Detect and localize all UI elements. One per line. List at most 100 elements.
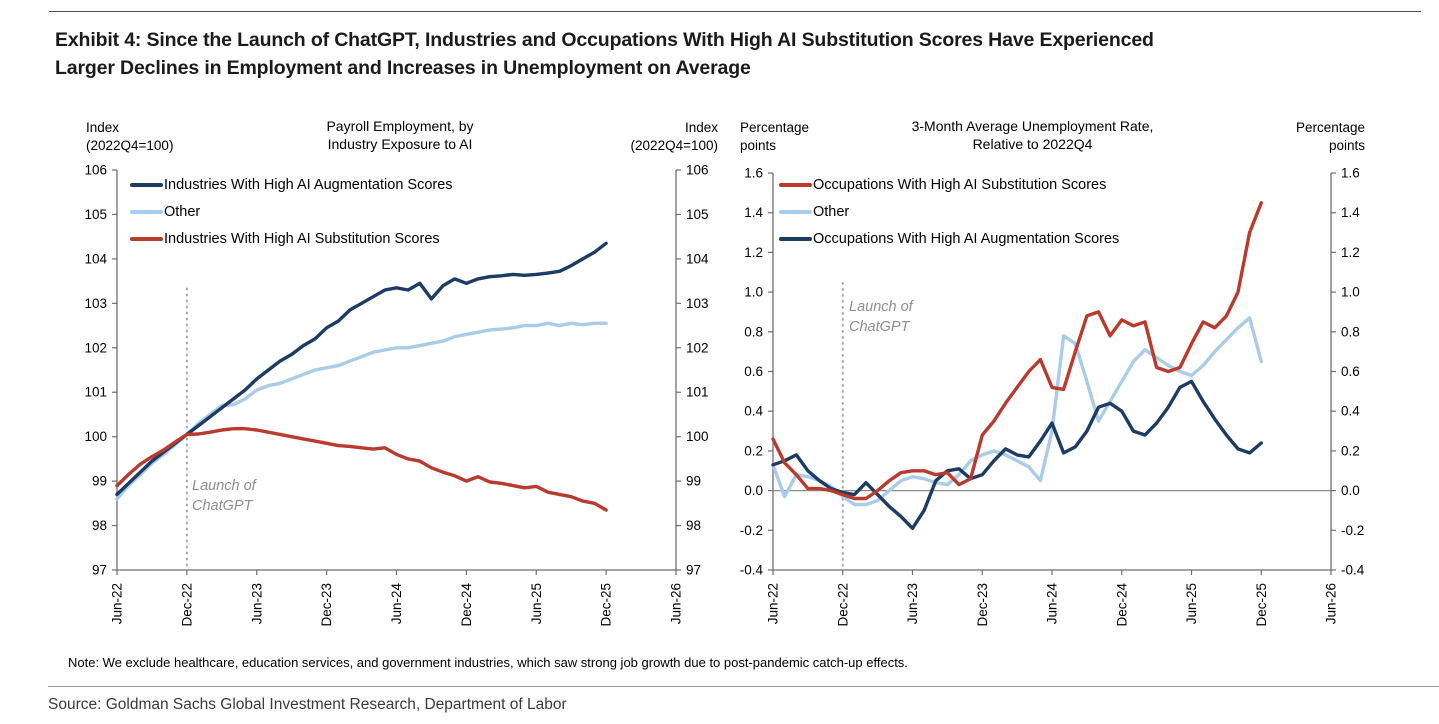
x-tick-label: Jun-22 [766, 583, 781, 624]
series-line-substitution_red [115, 427, 608, 512]
y-tick-label: 1.2 [744, 245, 763, 260]
x-tick-label: Dec-24 [1114, 583, 1129, 627]
y-tick-label: 1.4 [744, 205, 763, 220]
x-tick-label: Jun-25 [529, 583, 544, 624]
x-tick-label: Jun-23 [249, 583, 264, 624]
legend-label: Occupations With High AI Substitution Sc… [813, 177, 1107, 193]
y-tick-label: 1.2 [1341, 245, 1360, 260]
y-tick-label: 98 [92, 518, 107, 533]
x-tick-label: Jun-26 [1324, 583, 1339, 624]
y-tick-label: -0.4 [1341, 563, 1365, 578]
legend-label: Industries With High AI Augmentation Sco… [164, 177, 453, 193]
source-line: Source: Goldman Sachs Global Investment … [48, 696, 567, 713]
y-tick-label: 0.6 [744, 364, 763, 379]
y-tick-label: 0.2 [744, 443, 763, 458]
exhibit-title: Exhibit 4: Since the Launch of ChatGPT, … [55, 27, 1154, 82]
y-tick-label: 106 [686, 163, 709, 178]
y-tick-label: 0.8 [744, 324, 763, 339]
unemployment-launch-annotation: Launch of ChatGPT [849, 299, 913, 335]
navy-line-swatch-icon [779, 237, 812, 241]
y-tick-label: 101 [84, 385, 107, 400]
x-tick-label: Dec-25 [599, 583, 614, 627]
x-tick-label: Dec-24 [459, 583, 474, 627]
y-tick-label: 98 [686, 518, 701, 533]
y-tick-label: 105 [84, 207, 107, 222]
payroll-left-axis-label: Index (2022Q4=100) [86, 120, 174, 153]
y-tick-label: 97 [92, 563, 107, 578]
y-tick-label: 103 [84, 296, 107, 311]
y-tick-label: 100 [84, 429, 107, 444]
y-tick-label: 1.0 [1341, 285, 1360, 300]
legend-item-occupations-substitution: Occupations With High AI Substitution Sc… [779, 176, 1119, 194]
y-tick-label: -0.2 [740, 523, 763, 538]
unemployment-chart-title: 3-Month Average Unemployment Rate, Relat… [911, 118, 1154, 152]
y-tick-label: 99 [92, 474, 107, 489]
red-line-swatch-icon [130, 237, 163, 241]
legend-item-occupations-other: Other [779, 203, 1119, 221]
x-tick-label: Dec-25 [1254, 583, 1269, 627]
y-tick-label: 0.8 [1341, 324, 1360, 339]
x-tick-label: Jun-26 [669, 583, 684, 624]
series-line-augmentation_navy [115, 241, 608, 497]
y-tick-label: 103 [686, 296, 709, 311]
light-blue-line-swatch-icon [130, 210, 163, 214]
footer-divider [48, 686, 1439, 687]
legend-item-industries-other: Other [130, 203, 453, 221]
y-tick-label: 99 [686, 474, 701, 489]
series-line-substitution_red [771, 201, 1264, 501]
y-tick-label: 97 [686, 563, 701, 578]
y-tick-label: -0.2 [1341, 523, 1364, 538]
legend-label: Other [164, 204, 201, 220]
y-tick-label: 100 [686, 429, 709, 444]
x-tick-label: Jun-23 [905, 583, 920, 624]
y-tick-label: 1.0 [744, 285, 763, 300]
x-tick-label: Dec-22 [179, 583, 194, 627]
x-tick-label: Dec-23 [975, 583, 990, 627]
y-tick-label: 104 [686, 251, 709, 266]
y-tick-label: 0.0 [744, 483, 763, 498]
payroll-legend: Industries With High AI Augmentation Sco… [130, 176, 453, 248]
y-tick-label: 0.4 [744, 404, 763, 419]
y-tick-label: 0.0 [1341, 483, 1360, 498]
payroll-chart-title: Payroll Employment, by Industry Exposure… [326, 118, 474, 152]
y-tick-label: 0.2 [1341, 443, 1360, 458]
x-tick-label: Jun-22 [110, 583, 125, 624]
x-tick-label: Jun-25 [1184, 583, 1199, 624]
legend-label: Other [813, 204, 850, 220]
legend-item-occupations-augmentation: Occupations With High AI Augmentation Sc… [779, 230, 1119, 248]
y-tick-label: 1.6 [744, 166, 763, 181]
y-tick-label: 1.6 [1341, 166, 1360, 181]
legend-item-industries-augmentation: Industries With High AI Augmentation Sco… [130, 176, 453, 194]
exhibit-title-line2: Larger Declines in Employment and Increa… [55, 56, 751, 79]
y-tick-label: 106 [84, 163, 107, 178]
y-tick-label: 1.4 [1341, 205, 1360, 220]
legend-label: Industries With High AI Substitution Sco… [164, 231, 440, 247]
navy-line-swatch-icon [130, 183, 163, 187]
x-tick-label: Dec-23 [319, 583, 334, 627]
y-tick-label: 102 [686, 340, 709, 355]
legend-label: Occupations With High AI Augmentation Sc… [813, 231, 1120, 247]
footnote: Note: We exclude healthcare, education s… [68, 655, 908, 670]
series-line-other_light_blue [771, 316, 1264, 507]
y-tick-label: -0.4 [740, 563, 764, 578]
y-tick-label: 105 [686, 207, 709, 222]
red-line-swatch-icon [779, 183, 812, 187]
series-line-other_light_blue [115, 321, 608, 501]
y-tick-label: 0.4 [1341, 404, 1360, 419]
x-tick-label: Jun-24 [389, 583, 404, 625]
y-tick-label: 0.6 [1341, 364, 1360, 379]
unemployment-legend: Occupations With High AI Substitution Sc… [779, 176, 1119, 248]
y-tick-label: 101 [686, 385, 709, 400]
payroll-launch-annotation: Launch of ChatGPT [192, 478, 256, 514]
unemployment-right-axis-label: Percentage points [1295, 120, 1365, 153]
light-blue-line-swatch-icon [779, 210, 812, 214]
unemployment-left-axis-label: Percentage points [740, 120, 810, 153]
top-rule [49, 11, 1421, 13]
y-tick-label: 104 [84, 251, 107, 266]
series-line-augmentation_navy [771, 379, 1264, 530]
x-tick-label: Dec-22 [835, 583, 850, 627]
payroll-right-axis-label: Index (2022Q4=100) [630, 120, 718, 153]
x-tick-label: Jun-24 [1045, 583, 1060, 625]
